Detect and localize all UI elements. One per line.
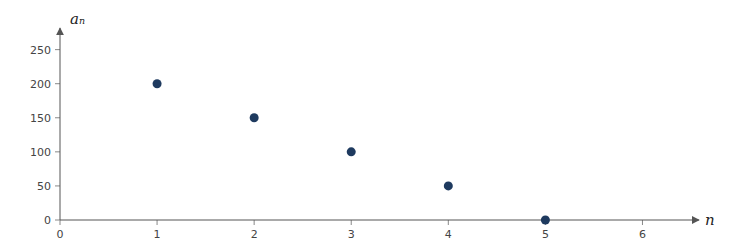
y-axis-line	[60, 28, 61, 220]
x-tick	[351, 220, 352, 225]
x-tick	[254, 220, 255, 225]
chart-svg: 0 1 2 3 4 5 6 0 50 100 150 200 250 n aₙ	[0, 0, 731, 250]
point	[347, 147, 356, 156]
y-tick-label: 250	[30, 44, 51, 57]
points	[153, 79, 550, 224]
point	[153, 79, 162, 88]
chart-container: 0 1 2 3 4 5 6 0 50 100 150 200 250 n aₙ	[0, 0, 731, 250]
point	[444, 181, 453, 190]
y-tick	[55, 117, 60, 118]
x-tick-label: 1	[154, 228, 161, 241]
y-tick-label: 0	[44, 214, 51, 227]
x-tick-label: 0	[57, 228, 64, 241]
x-tick-label: 6	[639, 228, 646, 241]
y-tick-label: 200	[30, 78, 51, 91]
y-tick-label: 150	[30, 112, 51, 125]
y-tick	[55, 185, 60, 186]
axes: 0 1 2 3 4 5 6 0 50 100 150 200 250 n aₙ	[30, 10, 715, 241]
y-tick	[55, 151, 60, 152]
x-tick	[642, 220, 643, 225]
x-tick-label: 5	[542, 228, 549, 241]
x-tick	[157, 220, 158, 225]
point	[250, 113, 259, 122]
y-tick	[55, 49, 60, 50]
y-axis-label: aₙ	[70, 10, 85, 28]
point	[541, 216, 550, 225]
x-tick-label: 4	[445, 228, 452, 241]
x-tick-label: 3	[348, 228, 355, 241]
y-tick	[55, 83, 60, 84]
y-tick-label: 100	[30, 146, 51, 159]
x-axis-line	[60, 220, 699, 221]
x-tick	[60, 220, 61, 225]
y-tick	[55, 220, 60, 221]
y-tick-label: 50	[37, 180, 51, 193]
x-tick	[448, 220, 449, 225]
x-tick-label: 2	[251, 228, 258, 241]
x-axis-label: n	[705, 211, 715, 229]
